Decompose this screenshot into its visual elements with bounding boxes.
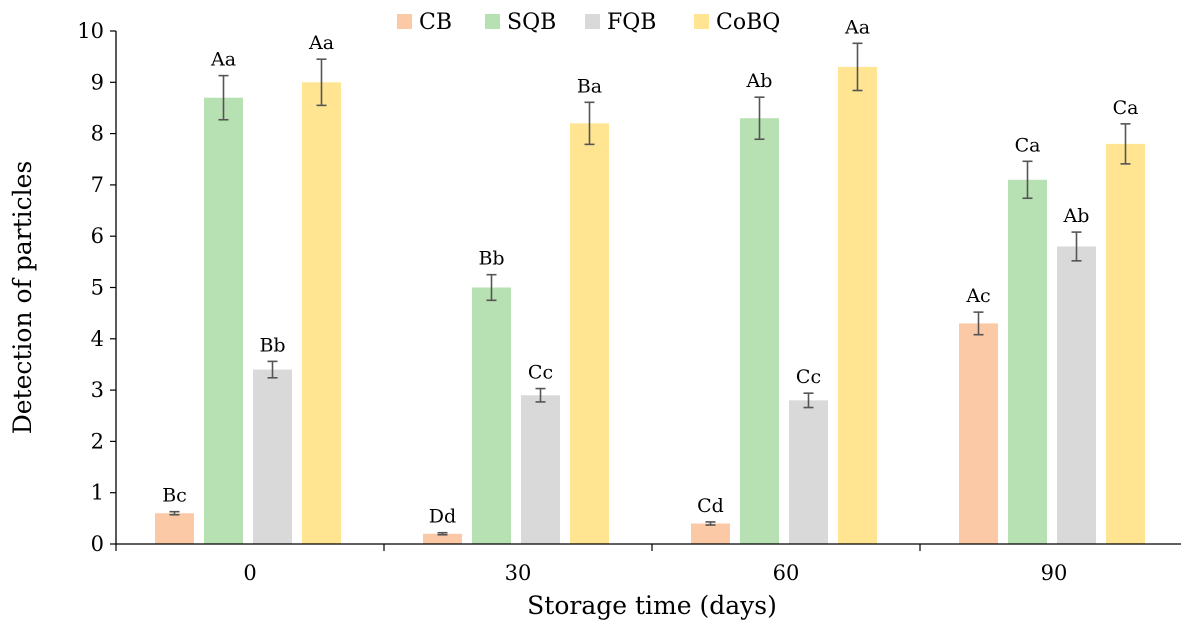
legend-label: CB: [419, 10, 452, 35]
bar: [570, 123, 609, 544]
bars: Bc Dd Cd Ac Aa Bb Ab Ca Bb Cc Cc Ab Aa Ba Aa Ca: [155, 16, 1145, 545]
bar: [253, 369, 292, 544]
y-tick-label: 10: [77, 19, 104, 43]
bar: [959, 323, 998, 544]
axes: 0 1 2 3 4 5 6 7 8 9 10 0 30 60 90: [77, 19, 1181, 585]
legend-swatch: [397, 14, 412, 29]
x-tick-label: 30: [505, 561, 532, 585]
bar: [1057, 246, 1096, 544]
y-tick-label: 4: [91, 327, 104, 351]
legend-label: CoBQ: [716, 10, 780, 35]
data-label: Bb: [259, 334, 285, 356]
data-label: Bb: [478, 248, 504, 270]
y-tick-label: 7: [91, 173, 104, 197]
y-tick-label: 5: [91, 276, 104, 300]
bar: [423, 533, 462, 544]
bar: [155, 513, 194, 544]
bar: [838, 66, 877, 544]
legend-swatch: [485, 14, 500, 29]
data-label: Aa: [844, 16, 870, 38]
data-label: Cd: [697, 495, 724, 517]
x-tick-label: 90: [1041, 561, 1068, 585]
legend: CB SQB FQB CoBQ: [397, 10, 780, 35]
legend-swatch: [585, 14, 600, 29]
y-tick-label: 3: [91, 378, 104, 402]
y-tick-label: 1: [91, 481, 104, 505]
data-label: Ca: [1015, 134, 1041, 156]
data-label: Aa: [308, 32, 334, 54]
bar: [691, 523, 730, 544]
y-tick-label: 9: [91, 70, 104, 94]
bar: [521, 395, 560, 544]
y-tick-label: 6: [91, 224, 104, 248]
bar: [789, 400, 828, 544]
legend-label: SQB: [507, 10, 556, 35]
data-label: Cc: [796, 366, 821, 388]
bar: [204, 97, 243, 544]
data-label: Ba: [577, 75, 602, 97]
y-tick-label: 8: [91, 122, 104, 146]
data-label: Ab: [1063, 205, 1090, 227]
data-label: Bc: [162, 485, 187, 507]
bar: [472, 287, 511, 544]
data-label: Cc: [528, 362, 553, 384]
data-label: Aa: [210, 49, 236, 71]
bar: [740, 118, 779, 545]
legend-swatch: [694, 14, 709, 29]
y-axis-title: Detection of particles: [8, 161, 37, 435]
bar: [1106, 143, 1145, 545]
data-label: Ca: [1113, 97, 1139, 119]
data-label: Ab: [746, 70, 773, 92]
x-tick-label: 60: [773, 561, 800, 585]
data-label: Ac: [965, 285, 990, 307]
y-tick-label: 0: [91, 532, 104, 556]
x-tick-label: 0: [243, 561, 256, 585]
legend-label: FQB: [607, 10, 656, 35]
data-label: Dd: [429, 506, 456, 528]
y-tick-label: 2: [91, 429, 104, 453]
bar: [302, 82, 341, 545]
x-axis-title: Storage time (days): [527, 591, 777, 620]
bar: [1008, 179, 1047, 544]
